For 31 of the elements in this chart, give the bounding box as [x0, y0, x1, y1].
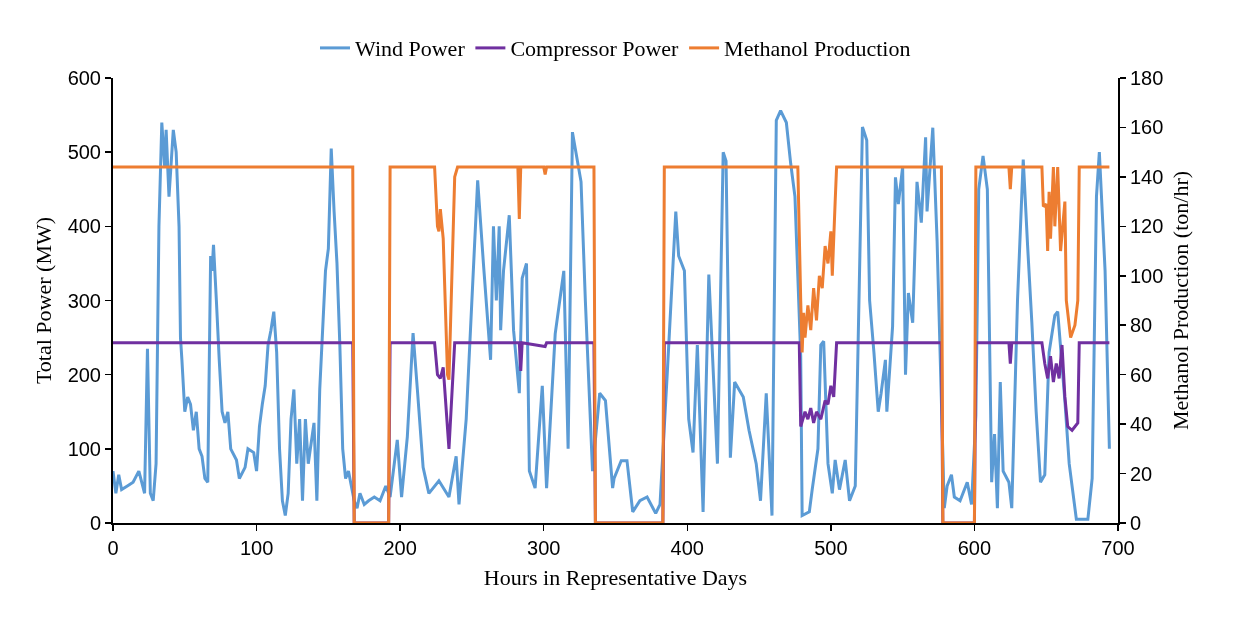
y-tick-label: 100: [67, 437, 101, 460]
y2-tick-label: 100: [1130, 264, 1164, 287]
y2-axis-title: Methanol Production (ton/hr): [1167, 170, 1193, 431]
x-tick-label: 600: [957, 537, 992, 559]
x-tick-label: 700: [1101, 537, 1135, 559]
x-tick-label: 300: [527, 537, 561, 559]
y2-tick-label: 140: [1130, 165, 1164, 188]
y2-tick-label: 160: [1130, 116, 1164, 139]
legend-label: Methanol Production: [724, 36, 911, 62]
y2-tick-label: 80: [1130, 314, 1153, 337]
legend-label: Wind Power: [355, 36, 466, 62]
y-tick-label: 400: [67, 215, 101, 238]
x-tick-label: 100: [239, 537, 274, 559]
x-tick-label: 400: [670, 537, 704, 559]
y-tick-label: 200: [67, 363, 101, 386]
y2-tick-label: 120: [1130, 215, 1164, 238]
y2-tick-label: 0: [1130, 512, 1142, 534]
y-tick-label: 600: [67, 67, 101, 89]
legend-label: Compressor Power: [510, 36, 680, 62]
x-tick-label: 200: [383, 537, 417, 559]
x-axis-title: Hours in Representative Days: [483, 565, 748, 591]
y-tick-label: 300: [67, 289, 101, 312]
x-tick-label: 0: [107, 537, 119, 559]
x-tick-label: 500: [814, 537, 848, 559]
y2-tick-label: 20: [1130, 462, 1153, 485]
y-tick-label: 0: [89, 512, 101, 534]
y2-tick-label: 60: [1130, 363, 1153, 386]
y2-tick-label: 180: [1130, 67, 1164, 89]
y-axis-title: Total Power (MW): [30, 216, 56, 385]
y2-tick-label: 40: [1130, 413, 1153, 436]
y-tick-label: 500: [67, 141, 101, 164]
